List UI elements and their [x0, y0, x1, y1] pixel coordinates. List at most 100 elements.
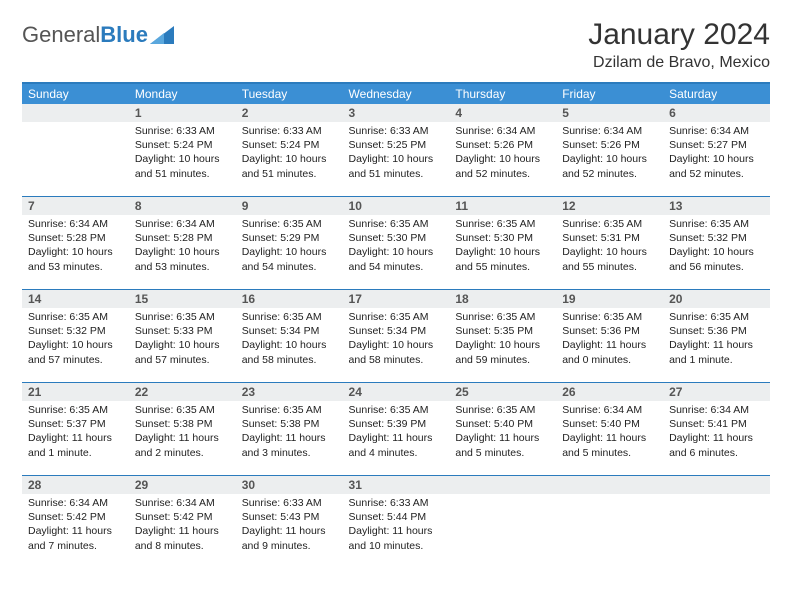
daylight-line: Daylight: 10 hours and 55 minutes. [455, 245, 550, 273]
daylight-line: Daylight: 10 hours and 55 minutes. [562, 245, 657, 273]
day-number-cell: 7 [22, 197, 129, 216]
sunset-line: Sunset: 5:24 PM [242, 138, 337, 152]
day-content-cell: Sunrise: 6:33 AMSunset: 5:24 PMDaylight:… [236, 122, 343, 197]
sunset-line: Sunset: 5:34 PM [349, 324, 444, 338]
daylight-line: Daylight: 10 hours and 54 minutes. [242, 245, 337, 273]
day-header: Monday [129, 83, 236, 104]
sunrise-line: Sunrise: 6:34 AM [562, 403, 657, 417]
logo-triangle-icon [150, 26, 174, 44]
day-number-cell: 11 [449, 197, 556, 216]
sunrise-line: Sunrise: 6:35 AM [562, 217, 657, 231]
sunrise-line: Sunrise: 6:35 AM [349, 217, 444, 231]
day-number-cell: 31 [343, 476, 450, 495]
sunrise-line: Sunrise: 6:34 AM [28, 217, 123, 231]
day-content-cell: Sunrise: 6:35 AMSunset: 5:30 PMDaylight:… [343, 215, 450, 290]
day-number-cell: 17 [343, 290, 450, 309]
sunrise-line: Sunrise: 6:35 AM [242, 310, 337, 324]
day-header: Wednesday [343, 83, 450, 104]
day-number-cell: 13 [663, 197, 770, 216]
daylight-line: Daylight: 11 hours and 5 minutes. [562, 431, 657, 459]
daylight-line: Daylight: 10 hours and 52 minutes. [562, 152, 657, 180]
daylight-line: Daylight: 11 hours and 1 minute. [669, 338, 764, 366]
day-content-cell: Sunrise: 6:33 AMSunset: 5:44 PMDaylight:… [343, 494, 450, 568]
sunset-line: Sunset: 5:39 PM [349, 417, 444, 431]
day-number-cell: 28 [22, 476, 129, 495]
sunset-line: Sunset: 5:38 PM [242, 417, 337, 431]
day-content-cell: Sunrise: 6:35 AMSunset: 5:40 PMDaylight:… [449, 401, 556, 476]
day-number-cell: 4 [449, 104, 556, 122]
sunset-line: Sunset: 5:41 PM [669, 417, 764, 431]
day-content-cell: Sunrise: 6:34 AMSunset: 5:26 PMDaylight:… [556, 122, 663, 197]
daylight-line: Daylight: 10 hours and 52 minutes. [455, 152, 550, 180]
day-number-cell: 27 [663, 383, 770, 402]
day-number-cell: 9 [236, 197, 343, 216]
day-number-cell: 20 [663, 290, 770, 309]
sunset-line: Sunset: 5:36 PM [669, 324, 764, 338]
daylight-line: Daylight: 10 hours and 54 minutes. [349, 245, 444, 273]
day-number-cell: 3 [343, 104, 450, 122]
day-number-cell: 19 [556, 290, 663, 309]
day-number-cell: 14 [22, 290, 129, 309]
day-content-cell: Sunrise: 6:35 AMSunset: 5:32 PMDaylight:… [663, 215, 770, 290]
sunrise-line: Sunrise: 6:34 AM [455, 124, 550, 138]
day-content-cell: Sunrise: 6:34 AMSunset: 5:41 PMDaylight:… [663, 401, 770, 476]
day-number-cell: 25 [449, 383, 556, 402]
week-number-row: 28293031 [22, 476, 770, 495]
day-content-cell: Sunrise: 6:35 AMSunset: 5:39 PMDaylight:… [343, 401, 450, 476]
day-number-cell: 8 [129, 197, 236, 216]
day-content-cell: Sunrise: 6:33 AMSunset: 5:24 PMDaylight:… [129, 122, 236, 197]
sunrise-line: Sunrise: 6:33 AM [135, 124, 230, 138]
daylight-line: Daylight: 10 hours and 58 minutes. [242, 338, 337, 366]
day-content-cell [22, 122, 129, 197]
sunset-line: Sunset: 5:28 PM [28, 231, 123, 245]
sunset-line: Sunset: 5:40 PM [562, 417, 657, 431]
day-header: Friday [556, 83, 663, 104]
daylight-line: Daylight: 11 hours and 2 minutes. [135, 431, 230, 459]
day-content-cell: Sunrise: 6:35 AMSunset: 5:29 PMDaylight:… [236, 215, 343, 290]
title-block: January 2024 Dzilam de Bravo, Mexico [588, 18, 770, 72]
daylight-line: Daylight: 10 hours and 57 minutes. [28, 338, 123, 366]
week-content-row: Sunrise: 6:33 AMSunset: 5:24 PMDaylight:… [22, 122, 770, 197]
sunrise-line: Sunrise: 6:35 AM [135, 310, 230, 324]
day-number-cell: 29 [129, 476, 236, 495]
day-number-cell: 5 [556, 104, 663, 122]
week-number-row: 14151617181920 [22, 290, 770, 309]
day-content-cell [449, 494, 556, 568]
sunset-line: Sunset: 5:27 PM [669, 138, 764, 152]
daylight-line: Daylight: 10 hours and 59 minutes. [455, 338, 550, 366]
sunrise-line: Sunrise: 6:33 AM [242, 496, 337, 510]
sunrise-line: Sunrise: 6:35 AM [28, 403, 123, 417]
sunrise-line: Sunrise: 6:35 AM [135, 403, 230, 417]
daylight-line: Daylight: 11 hours and 7 minutes. [28, 524, 123, 552]
day-number-cell [449, 476, 556, 495]
daylight-line: Daylight: 11 hours and 4 minutes. [349, 431, 444, 459]
sunset-line: Sunset: 5:31 PM [562, 231, 657, 245]
daylight-line: Daylight: 11 hours and 3 minutes. [242, 431, 337, 459]
sunrise-line: Sunrise: 6:35 AM [455, 310, 550, 324]
day-content-cell: Sunrise: 6:34 AMSunset: 5:28 PMDaylight:… [22, 215, 129, 290]
sunrise-line: Sunrise: 6:33 AM [349, 496, 444, 510]
day-number-cell [556, 476, 663, 495]
sunrise-line: Sunrise: 6:35 AM [669, 217, 764, 231]
sunset-line: Sunset: 5:24 PM [135, 138, 230, 152]
daylight-line: Daylight: 10 hours and 56 minutes. [669, 245, 764, 273]
sunrise-line: Sunrise: 6:35 AM [455, 403, 550, 417]
sunset-line: Sunset: 5:33 PM [135, 324, 230, 338]
sunrise-line: Sunrise: 6:33 AM [349, 124, 444, 138]
sunset-line: Sunset: 5:29 PM [242, 231, 337, 245]
sunrise-line: Sunrise: 6:35 AM [669, 310, 764, 324]
day-content-cell: Sunrise: 6:33 AMSunset: 5:43 PMDaylight:… [236, 494, 343, 568]
sunset-line: Sunset: 5:36 PM [562, 324, 657, 338]
sunset-line: Sunset: 5:42 PM [28, 510, 123, 524]
sunset-line: Sunset: 5:32 PM [669, 231, 764, 245]
sunset-line: Sunset: 5:43 PM [242, 510, 337, 524]
sunrise-line: Sunrise: 6:35 AM [242, 403, 337, 417]
daylight-line: Daylight: 11 hours and 1 minute. [28, 431, 123, 459]
day-content-cell: Sunrise: 6:35 AMSunset: 5:33 PMDaylight:… [129, 308, 236, 383]
sunrise-line: Sunrise: 6:35 AM [349, 403, 444, 417]
sunrise-line: Sunrise: 6:34 AM [669, 124, 764, 138]
daylight-line: Daylight: 10 hours and 57 minutes. [135, 338, 230, 366]
logo: GeneralBlue [22, 22, 174, 48]
day-content-cell: Sunrise: 6:34 AMSunset: 5:42 PMDaylight:… [129, 494, 236, 568]
sunrise-line: Sunrise: 6:35 AM [28, 310, 123, 324]
